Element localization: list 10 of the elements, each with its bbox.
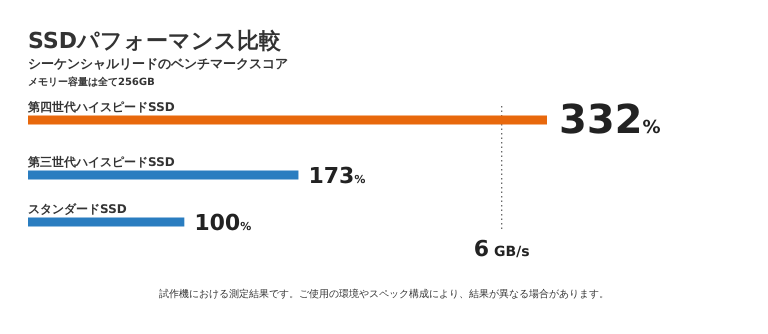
chart-title: SSDパフォーマンス比較 [28, 29, 282, 54]
ref-line: 6 GB/s [474, 106, 530, 262]
text: メモリー容量は全て256GB [28, 76, 155, 88]
ref-line-label: 6 GB/s [474, 237, 530, 262]
data-label: 100% [194, 211, 252, 236]
text: 試作機における測定結果です。ご使用の環境やスペック構成により、結果が異なる場合があります。 [159, 288, 609, 300]
data-label: 332% [559, 97, 661, 143]
data-label: 173% [308, 164, 366, 189]
y-tick-label: 第四世代ハイスピードSSD [27, 100, 175, 114]
chart-subtitle: シーケンシャルリードのベンチマークスコア [28, 57, 288, 72]
